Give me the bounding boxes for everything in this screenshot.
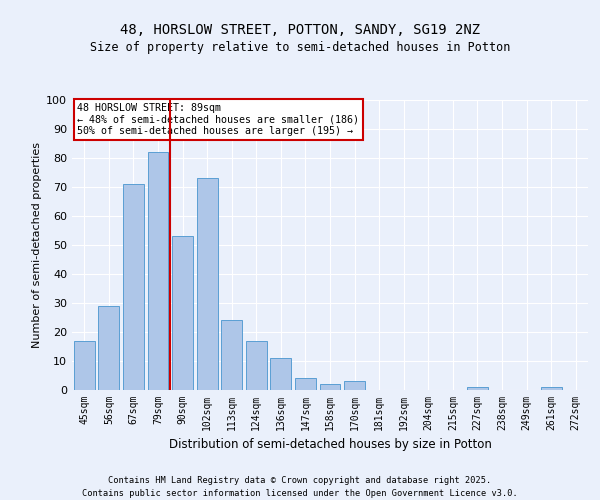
Y-axis label: Number of semi-detached properties: Number of semi-detached properties xyxy=(32,142,42,348)
Bar xyxy=(172,236,193,390)
Text: Contains public sector information licensed under the Open Government Licence v3: Contains public sector information licen… xyxy=(82,489,518,498)
Bar xyxy=(123,184,144,390)
Bar xyxy=(148,152,169,390)
Text: 48, HORSLOW STREET, POTTON, SANDY, SG19 2NZ: 48, HORSLOW STREET, POTTON, SANDY, SG19 … xyxy=(120,22,480,36)
X-axis label: Distribution of semi-detached houses by size in Potton: Distribution of semi-detached houses by … xyxy=(169,438,491,452)
Text: Size of property relative to semi-detached houses in Potton: Size of property relative to semi-detach… xyxy=(90,41,510,54)
Text: 48 HORSLOW STREET: 89sqm
← 48% of semi-detached houses are smaller (186)
50% of : 48 HORSLOW STREET: 89sqm ← 48% of semi-d… xyxy=(77,103,359,136)
Text: Contains HM Land Registry data © Crown copyright and database right 2025.: Contains HM Land Registry data © Crown c… xyxy=(109,476,491,485)
Bar xyxy=(246,340,267,390)
Bar xyxy=(271,358,292,390)
Bar xyxy=(320,384,340,390)
Bar xyxy=(541,387,562,390)
Bar xyxy=(74,340,95,390)
Bar xyxy=(295,378,316,390)
Bar xyxy=(221,320,242,390)
Bar xyxy=(197,178,218,390)
Bar xyxy=(344,382,365,390)
Bar xyxy=(467,387,488,390)
Bar xyxy=(98,306,119,390)
